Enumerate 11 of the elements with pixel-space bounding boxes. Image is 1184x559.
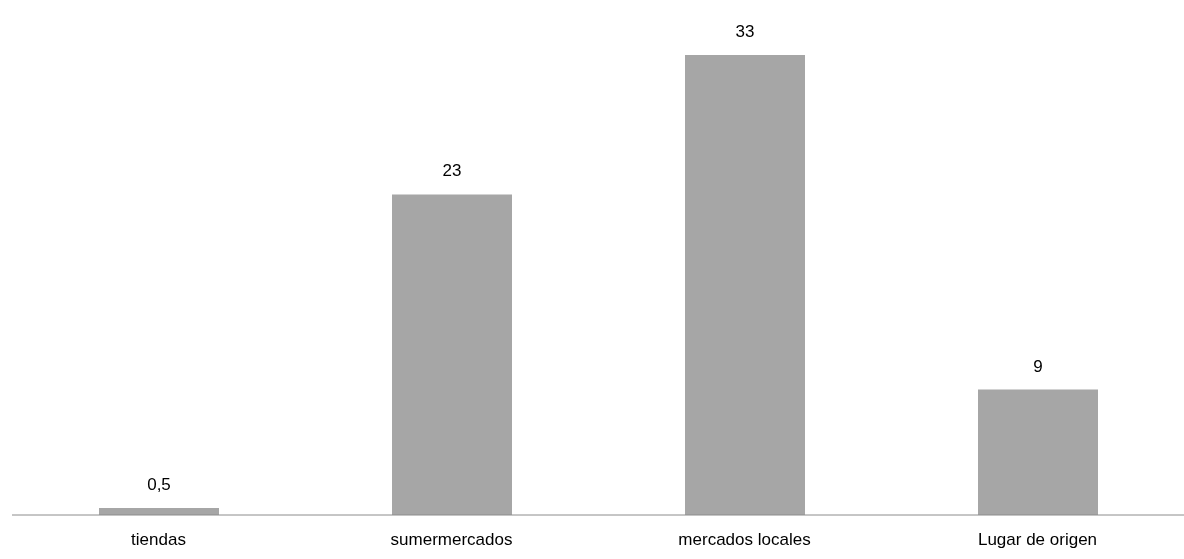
x-tick-label: Lugar de origen (977, 530, 1098, 550)
data-label: 23 (442, 161, 462, 181)
x-tick-label: tiendas (131, 530, 186, 550)
bar (392, 194, 512, 515)
data-label: 9 (1033, 356, 1043, 376)
x-tick-label: mercados locales (678, 530, 811, 550)
x-tick-label: sumermercados (390, 530, 513, 550)
data-label: 0,5 (147, 475, 171, 495)
bar (685, 55, 805, 515)
bar (978, 389, 1098, 515)
data-label: 33 (735, 22, 755, 41)
